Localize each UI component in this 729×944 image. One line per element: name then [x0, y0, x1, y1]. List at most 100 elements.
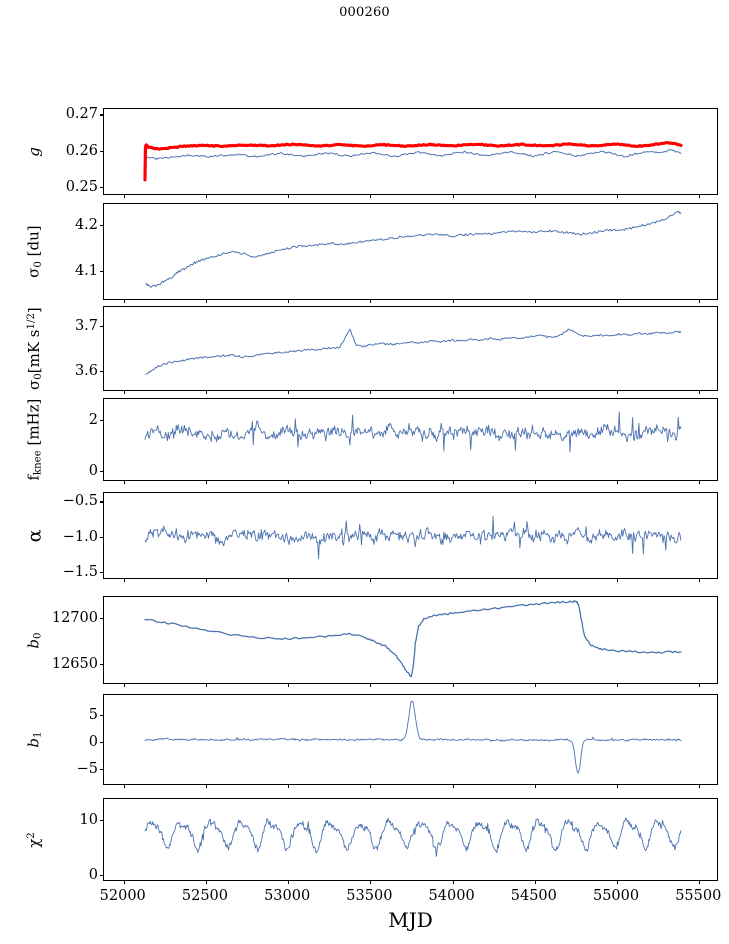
- x-tick-mark: [534, 299, 536, 303]
- y-tick-mark: [100, 617, 104, 619]
- x-tick-label: 55500: [675, 888, 722, 904]
- x-tick-mark: [288, 299, 290, 303]
- x-tick-mark: [370, 880, 372, 884]
- x-tick-mark: [123, 390, 125, 394]
- x-tick-mark: [205, 299, 208, 303]
- x-tick-mark: [534, 194, 536, 198]
- y-tick-mark: [100, 820, 104, 822]
- x-tick-mark: [370, 390, 372, 394]
- y-tick-mark: [100, 741, 104, 743]
- plot-area: [104, 307, 717, 390]
- plot-area: [104, 204, 717, 299]
- x-tick-mark: [534, 578, 536, 582]
- y-tick-mark: [100, 370, 104, 372]
- x-tick-label: 53000: [264, 888, 311, 904]
- series-f-knee: [144, 411, 682, 453]
- y-tick-mark: [100, 325, 104, 327]
- figure-title: 000260: [339, 5, 390, 20]
- x-tick-mark: [699, 480, 701, 484]
- x-tick-mark: [699, 784, 701, 788]
- x-tick-mark: [452, 683, 454, 687]
- x-tick-mark: [288, 194, 290, 198]
- x-tick-mark: [617, 390, 619, 394]
- y-tick-mark: [100, 875, 104, 877]
- plot-panel-b-0: 12650 12700: [52, 596, 718, 687]
- y-tick-label: 2: [88, 412, 98, 429]
- y-tick-mark: [100, 536, 104, 538]
- y-axis-label: σ0 [du]: [24, 225, 44, 278]
- x-tick-mark: [534, 880, 536, 884]
- x-tick-mark: [288, 880, 290, 884]
- series-b1: [144, 700, 682, 774]
- y-tick-label: −5: [76, 760, 98, 777]
- y-tick-label: 4.1: [74, 262, 98, 279]
- x-tick-mark: [123, 784, 125, 788]
- x-tick-mark: [534, 683, 536, 687]
- series-sigma0-du: [145, 210, 682, 288]
- x-tick-mark: [534, 390, 536, 394]
- y-tick-mark: [100, 501, 104, 503]
- y-axis-label: σ0[mK s1/2]: [24, 307, 44, 390]
- x-tick-mark: [617, 880, 619, 884]
- plot-panel-sigma-0-du-: 4.1 4.2: [75, 203, 718, 303]
- y-tick-label: 0: [88, 867, 98, 884]
- x-tick-mark: [699, 299, 701, 303]
- y-tick-mark: [100, 150, 104, 152]
- y-tick-mark: [100, 571, 104, 573]
- x-tick-mark: [288, 480, 290, 484]
- x-tick-mark: [370, 683, 372, 687]
- y-tick-mark: [100, 714, 104, 716]
- series-gain-blue: [146, 149, 682, 160]
- series-alpha: [144, 516, 682, 560]
- x-tick-mark: [617, 784, 619, 788]
- plot-area: [104, 109, 717, 194]
- y-axis-label: b1: [24, 731, 44, 748]
- series-b0: [144, 600, 682, 678]
- x-tick-mark: [205, 880, 208, 884]
- y-tick-label: −0.5: [62, 493, 98, 510]
- y-tick-label: −1.5: [62, 563, 98, 580]
- x-tick-mark: [288, 683, 290, 687]
- plot-panel-g: 0.25 0.26 0.27: [66, 106, 718, 198]
- y-tick-label: 12700: [51, 609, 98, 626]
- x-tick-label: 55000: [592, 888, 640, 904]
- x-tick-mark: [699, 578, 701, 582]
- x-tick-mark: [452, 880, 454, 884]
- x-tick-label: 52000: [99, 888, 146, 904]
- y-tick-mark: [100, 420, 104, 422]
- plot-panel-alpha: −0.5 −1.0 −1.5: [63, 492, 718, 582]
- x-tick-mark: [452, 480, 454, 484]
- plot-area: [104, 597, 717, 683]
- y-tick-mark: [100, 664, 104, 666]
- plot-area: [104, 695, 717, 784]
- y-tick-label: 10: [79, 812, 98, 829]
- y-tick-label: −1.0: [62, 528, 98, 545]
- y-axis-label: fknee [mHz]: [24, 398, 44, 481]
- y-tick-mark: [100, 470, 104, 472]
- y-tick-label: 0.25: [65, 178, 98, 195]
- y-tick-label: 12650: [51, 656, 98, 673]
- x-tick-mark: [452, 784, 454, 788]
- x-axis-title: MJD: [388, 908, 433, 932]
- x-tick-mark: [123, 194, 125, 198]
- x-tick-mark: [617, 194, 619, 198]
- y-axis-label: g: [24, 146, 43, 157]
- y-tick-mark: [100, 114, 104, 116]
- plot-panel-b-1: −5 0 5: [77, 694, 718, 788]
- x-tick-mark: [534, 784, 536, 788]
- plot-area: [104, 493, 717, 578]
- series-chi2: [144, 817, 682, 857]
- x-tick-label: 52500: [181, 888, 229, 904]
- x-tick-mark: [617, 480, 619, 484]
- x-tick-mark: [123, 578, 125, 582]
- x-tick-mark: [370, 578, 372, 582]
- y-axis-label: χ2: [24, 831, 43, 848]
- y-tick-mark: [100, 270, 104, 273]
- x-tick-mark: [205, 784, 208, 788]
- y-tick-label: 0: [88, 462, 98, 479]
- y-tick-label: 3.6: [74, 362, 98, 379]
- series-sigma0-mK: [145, 328, 682, 375]
- x-tick-mark: [370, 784, 372, 788]
- y-tick-label: 0.26: [65, 142, 98, 159]
- x-tick-mark: [617, 299, 619, 303]
